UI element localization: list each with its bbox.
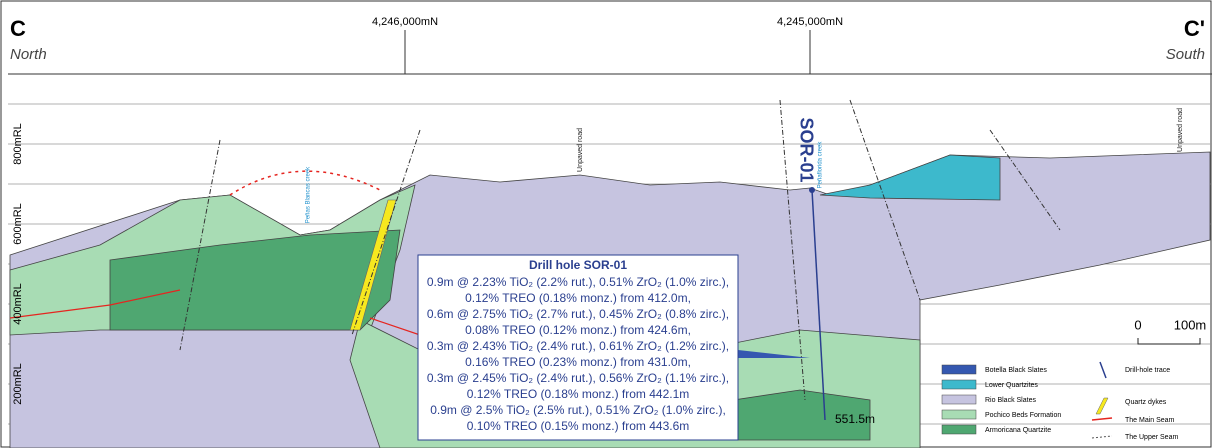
box xyxy=(417,254,739,441)
box-line: 0.08% TREO (0.12% monz.) from 424.6m, xyxy=(465,323,691,337)
section-label: C xyxy=(10,16,26,41)
box-line: 0.12% TREO (0.18% monz.) from 412.0m, xyxy=(465,291,691,305)
box-line: 0.9m @ 2.5% TiO₂ (2.5% rut.), 0.51% ZrO₂… xyxy=(430,403,726,417)
legend-label: Lower Quartzites xyxy=(985,382,1038,389)
elevation: 400mRL xyxy=(12,283,24,325)
direction: South xyxy=(1166,46,1205,63)
box-line: 0.3m @ 2.43% TiO₂ (2.4% rut.), 0.61% ZrO… xyxy=(427,339,729,353)
box-line: 0.3m @ 2.45% TiO₂ (2.4% rut.), 0.56% ZrO… xyxy=(427,371,729,385)
elevation: 800mRL xyxy=(12,123,24,165)
box-line: 0.9m @ 2.23% TiO₂ (2.2% rut.), 0.51% ZrO… xyxy=(427,275,729,289)
legend-label: Rio Black Slates xyxy=(985,397,1036,404)
creek-label: Peñaflorida creek xyxy=(818,141,824,189)
legend-label: Drill-hole trace xyxy=(1125,367,1170,374)
legend-label: Pochico Beds Formation xyxy=(985,412,1061,419)
scale-label: 0 xyxy=(1134,317,1141,332)
drill-hole-label: SOR-01 xyxy=(796,117,816,182)
collar xyxy=(809,187,815,193)
road-label: Unpaved road xyxy=(577,128,584,172)
legend: Botella Black Slates Lower Quartzites Ri… xyxy=(941,361,1178,441)
depth-label: 551.5m xyxy=(835,412,875,426)
box-title: Drill hole SOR-01 xyxy=(529,258,627,272)
drill-box: Drill hole SOR-01 0.9m @ 2.23% TiO₂ (2.2… xyxy=(417,254,739,441)
northing: 4,246,000mN xyxy=(372,16,438,28)
legend-label: Quartz dykes xyxy=(1125,399,1167,406)
scale-bar: 0 100m xyxy=(1134,317,1207,345)
scale-label: 100m xyxy=(1174,317,1207,332)
elevation: 600mRL xyxy=(12,203,24,245)
legend-label: The Upper Seam xyxy=(1125,434,1178,441)
box-line: 0.12% TREO (0.18% monz.) from 442.1m xyxy=(467,387,690,401)
direction: North xyxy=(10,46,47,63)
legend-label: Botella Black Slates xyxy=(985,367,1047,374)
legend-label: The Main Seam xyxy=(1125,417,1175,424)
section-label: C' xyxy=(1184,16,1205,41)
northing: 4,245,000mN xyxy=(777,16,843,28)
creek-label: Peñas Blancas creek xyxy=(306,166,312,223)
box-line: 0.16% TREO (0.23% monz.) from 431.0m, xyxy=(465,355,691,369)
legend-label: Armoricana Quartzite xyxy=(985,427,1051,434)
drill-trace xyxy=(811,189,826,421)
elevation: 200mRL xyxy=(12,363,24,405)
road-label: Unpaved road xyxy=(1177,108,1184,152)
box-line: 0.6m @ 2.75% TiO₂ (2.7% rut.), 0.45% ZrO… xyxy=(427,307,729,321)
box-line: 0.10% TREO (0.15% monz.) from 443.6m xyxy=(467,419,690,433)
